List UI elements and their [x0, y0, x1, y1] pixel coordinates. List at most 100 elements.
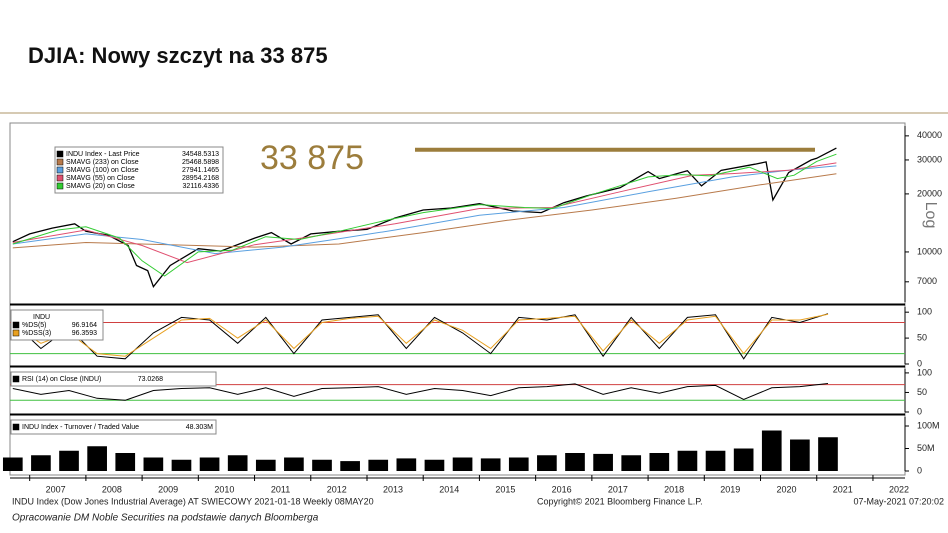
volume-bar: [424, 459, 445, 471]
volume-bar: [733, 448, 754, 471]
volume-bar: [761, 430, 782, 471]
volume-bar: [790, 439, 810, 471]
y-tick-label: 50: [917, 332, 927, 342]
x-tick-label: 2011: [271, 484, 290, 494]
volume-bar: [508, 457, 529, 471]
volume-bar: [705, 450, 726, 471]
volume-bar: [649, 453, 670, 471]
volume-bar: [452, 457, 473, 471]
volume-bar: [312, 459, 332, 471]
volume-bar: [621, 455, 642, 471]
series-line: [12, 173, 837, 249]
y-tick-label: 0: [917, 406, 922, 416]
volume-bar: [227, 455, 248, 471]
legend-swatch: [12, 375, 20, 383]
series-line: [12, 153, 837, 277]
volume-bar: [171, 459, 192, 471]
legend-label: RSI (14) on Close (INDU): [22, 376, 101, 383]
volume-bar: [677, 450, 698, 471]
x-tick-label: 2019: [720, 484, 740, 494]
y-tick-label: 30000: [917, 154, 942, 164]
legend-label: %DSS(3): [22, 330, 51, 337]
volume-bar: [115, 453, 136, 471]
volume-bar: [143, 457, 164, 471]
legend-box: [10, 309, 104, 341]
series-line: [12, 383, 829, 401]
x-tick-label: 2009: [158, 484, 178, 494]
y-tick-label: 100: [917, 367, 932, 377]
volume-bar: [480, 458, 501, 471]
x-tick-label: 2020: [777, 484, 797, 494]
legend-label: SMAVG (55) on Close: [66, 175, 135, 182]
legend-swatch: [56, 182, 64, 190]
x-tick-label: 2014: [439, 484, 459, 494]
volume-bar: [284, 457, 304, 471]
x-tick-label: 2008: [102, 484, 122, 494]
volume-bar: [340, 461, 360, 471]
volume-bar: [565, 453, 585, 471]
volume-bar: [818, 437, 838, 471]
legend-box: [10, 419, 217, 435]
x-tick-label: 2022: [889, 484, 909, 494]
y-tick-label: 50M: [917, 443, 935, 453]
volume-bar: [368, 459, 389, 471]
volume-bar: [199, 457, 220, 471]
x-tick-label: 2012: [327, 484, 347, 494]
legend-label: %DS(5): [22, 322, 47, 329]
timestamp: 07-May-2021 07:20:02: [853, 496, 944, 506]
y-axis-label: Log: [922, 202, 939, 229]
series-line: [12, 313, 829, 360]
x-tick-label: 2015: [495, 484, 515, 494]
y-tick-label: 10000: [917, 246, 942, 256]
legend-swatch: [12, 329, 20, 337]
x-tick-label: 2013: [383, 484, 403, 494]
legend-value: 27941.1465: [182, 167, 219, 174]
target-label: 33 875: [260, 139, 364, 177]
chart-description: INDU Index (Dow Jones Industrial Average…: [12, 496, 374, 506]
x-tick-label: 2010: [214, 484, 234, 494]
series-line: [12, 313, 829, 357]
x-tick-label: 2017: [608, 484, 628, 494]
x-tick-label: 2007: [46, 484, 66, 494]
legend-value: 96.9164: [72, 322, 97, 329]
series-line: [12, 165, 837, 255]
legend-value: 48.303M: [186, 424, 213, 431]
legend-value: 34548.5313: [182, 151, 219, 158]
legend-value: 73.0268: [138, 376, 163, 383]
legend-swatch: [56, 174, 64, 182]
x-tick-label: 2016: [552, 484, 572, 494]
legend-value: 32116.4336: [183, 183, 220, 190]
legend-label: SMAVG (233) on Close: [66, 159, 139, 166]
legend-label: SMAVG (100) on Close: [66, 167, 139, 174]
legend-value: 28954.2168: [182, 175, 219, 182]
y-tick-label: 50: [917, 387, 927, 397]
legend-swatch: [56, 158, 64, 166]
volume-bar: [593, 453, 613, 471]
legend-box: [10, 371, 217, 387]
legend-label: INDU Index - Last Price: [66, 151, 140, 158]
volume-bar: [396, 458, 417, 471]
legend-swatch: [12, 423, 20, 431]
volume-bar: [87, 446, 107, 471]
legend-swatch: [56, 166, 64, 174]
legend-box: [54, 146, 224, 194]
y-tick-label: 40000: [917, 130, 942, 140]
y-tick-label: 100M: [917, 420, 940, 430]
volume-bar: [255, 459, 276, 471]
volume-bar: [537, 455, 557, 471]
legend-label: SMAVG (20) on Close: [66, 183, 135, 190]
legend-label: INDU Index - Turnover / Traded Value: [22, 424, 139, 431]
y-tick-label: 7000: [917, 276, 937, 286]
legend-value: 25468.5898: [182, 159, 219, 166]
y-tick-label: 100: [917, 307, 932, 317]
x-tick-label: 2018: [664, 484, 684, 494]
volume-bar: [59, 450, 79, 471]
y-tick-label: 0: [917, 358, 922, 368]
x-tick-label: 2021: [833, 484, 853, 494]
legend-title: INDU: [33, 314, 50, 321]
series-line: [12, 162, 837, 264]
volume-bar: [31, 455, 51, 471]
volume-bar: [2, 457, 23, 471]
